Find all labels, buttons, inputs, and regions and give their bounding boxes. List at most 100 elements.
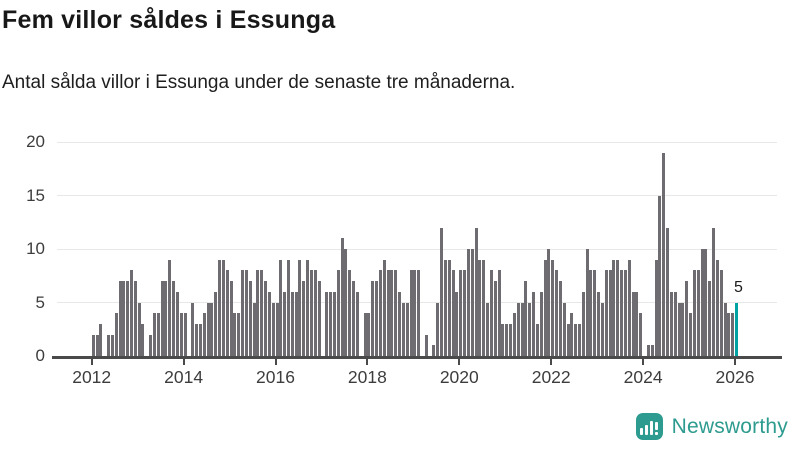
bar <box>505 323 509 356</box>
newsworthy-footer: Newsworthy <box>635 413 788 440</box>
bar <box>604 270 608 356</box>
bar <box>516 302 520 356</box>
bar <box>237 313 241 356</box>
logo-exclamation-stem <box>655 422 659 430</box>
bar <box>509 323 513 356</box>
bar <box>436 302 440 356</box>
bar <box>466 249 470 356</box>
bar <box>332 291 336 356</box>
x-axis-tick-2022 <box>550 359 553 365</box>
bar <box>348 270 352 356</box>
bar <box>501 323 505 356</box>
bar <box>662 152 666 356</box>
bar <box>666 227 670 356</box>
x-axis-label-2026: 2026 <box>715 367 755 387</box>
bar <box>581 291 585 356</box>
x-axis-tick-2020 <box>458 359 461 365</box>
bar <box>616 259 620 356</box>
bar <box>608 270 612 356</box>
bar <box>248 281 252 356</box>
bar <box>149 334 153 356</box>
bar <box>386 270 390 356</box>
bar <box>256 270 260 356</box>
bar <box>129 270 133 356</box>
bar <box>658 195 662 356</box>
bar <box>424 334 428 356</box>
bar <box>279 259 283 356</box>
bar <box>179 313 183 356</box>
bar <box>440 227 444 356</box>
bar <box>367 313 371 356</box>
bar <box>202 313 206 356</box>
bar <box>401 302 405 356</box>
bar <box>639 313 643 356</box>
bar <box>727 313 731 356</box>
y-axis-label-20: 20 <box>26 132 45 151</box>
bar-highlighted-latest <box>735 302 738 356</box>
bar <box>681 302 685 356</box>
gridline-y-5 <box>57 302 777 303</box>
bar <box>107 334 111 356</box>
bar <box>562 302 566 356</box>
bar <box>497 270 501 356</box>
bar <box>225 270 229 356</box>
bar <box>646 345 650 356</box>
gridline-y-10 <box>57 248 777 250</box>
bar <box>593 270 597 356</box>
bar <box>160 281 164 356</box>
bar <box>229 281 233 356</box>
bar <box>520 302 524 356</box>
bar <box>512 313 516 356</box>
bar <box>712 227 716 356</box>
bar <box>432 345 436 356</box>
bar <box>696 270 700 356</box>
bar <box>175 291 179 356</box>
bar <box>126 281 130 356</box>
bar <box>340 238 344 356</box>
bar <box>375 281 379 356</box>
bar <box>635 291 639 356</box>
bar <box>677 302 681 356</box>
bar <box>110 334 114 356</box>
bar <box>122 281 126 356</box>
bar <box>306 259 310 356</box>
bar <box>600 302 604 356</box>
bar <box>574 323 578 356</box>
logo-exclamation-icon <box>655 422 659 435</box>
bar <box>417 270 421 356</box>
bar <box>172 281 176 356</box>
bar <box>398 291 402 356</box>
bar <box>363 313 367 356</box>
x-axis-tick-2024 <box>642 359 645 365</box>
bar <box>528 302 532 356</box>
bar <box>218 259 222 356</box>
bar <box>95 334 99 356</box>
x-axis-label-2016: 2016 <box>256 367 295 387</box>
x-axis-tick-2012 <box>90 359 93 365</box>
bar <box>264 281 267 356</box>
x-axis-tick-2018 <box>366 359 369 365</box>
bar <box>704 249 708 356</box>
bar <box>91 334 95 356</box>
bar <box>133 281 137 356</box>
bar <box>164 281 168 356</box>
bar <box>286 259 290 356</box>
bar <box>558 281 562 356</box>
bar <box>221 259 225 356</box>
x-axis-label-2020: 2020 <box>439 367 479 387</box>
bar <box>692 270 696 356</box>
bar <box>325 291 329 356</box>
bar-chart-plot-area: 0 5 10 15 20 2012 2014 2016 2018 2020 2022 2024 2026 <box>26 132 782 387</box>
bar <box>623 270 627 356</box>
bar <box>451 270 455 356</box>
bar <box>597 291 601 356</box>
bar <box>532 291 536 356</box>
bar <box>206 302 210 356</box>
bar <box>719 270 723 356</box>
bar <box>589 270 593 356</box>
logo-mini-bar-2 <box>645 425 649 435</box>
bar <box>455 291 459 356</box>
bar <box>478 259 482 356</box>
bar <box>685 281 689 356</box>
